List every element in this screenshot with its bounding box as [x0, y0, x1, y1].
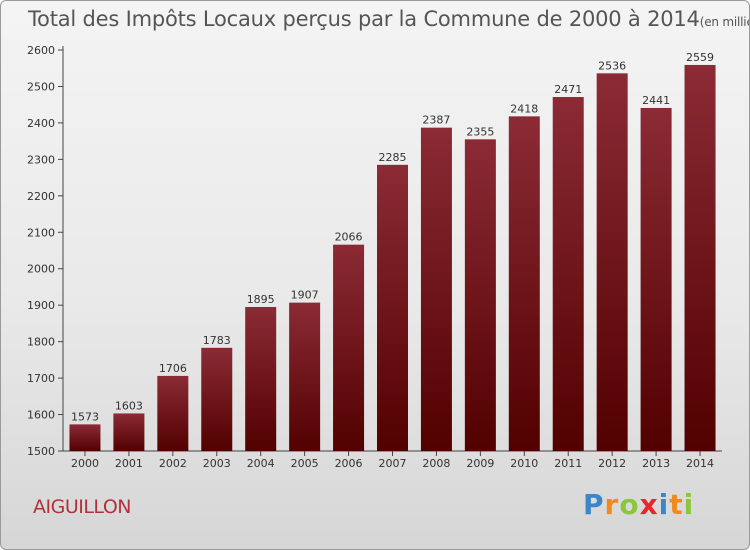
axes: 1500 1600 1700 1800 1900 2000 2100 2200 2300 2400…: [27, 44, 722, 470]
chart-subtitle: (en milliers d'€): [699, 15, 749, 29]
x-tick-label: 2001: [115, 457, 143, 470]
x-tick-label: 2008: [422, 457, 450, 470]
data-label: 2559: [686, 51, 714, 64]
data-label: 1907: [291, 289, 319, 302]
logo-letter: i: [683, 488, 695, 521]
data-label: 2355: [466, 125, 494, 138]
proxiti-logo: Proxiti: [583, 488, 694, 521]
logo-letter: x: [639, 488, 659, 521]
bar: [333, 244, 365, 451]
y-tick-label: 1600: [27, 409, 55, 422]
bar: [157, 375, 189, 451]
y-tick-label: 1500: [27, 445, 55, 458]
bar: [420, 127, 452, 451]
bar: [552, 97, 584, 451]
bar: [508, 116, 540, 451]
logo-letter: P: [583, 488, 605, 521]
logo-letter: t: [669, 488, 684, 521]
chart-title: Total des Impôts Locaux perçus par la Co…: [28, 7, 749, 31]
y-tick-label: 2500: [27, 80, 55, 93]
x-tick-label: 2007: [379, 457, 407, 470]
x-tick-label: 2009: [466, 457, 494, 470]
x-tick-label: 2012: [598, 457, 626, 470]
x-tick-label: 2003: [203, 457, 231, 470]
bar: [464, 139, 496, 451]
bar: [640, 107, 672, 451]
data-label: 2441: [642, 94, 670, 107]
x-tick-label: 2006: [335, 457, 363, 470]
data-label: 1573: [71, 410, 99, 423]
x-tick-label: 2005: [291, 457, 319, 470]
bar: [113, 413, 145, 451]
labels: 1573 1603 1706 1783 1895 1907 2066 2285 2387 2355…: [71, 51, 714, 423]
y-tick-label: 2400: [27, 117, 55, 130]
y-tick-label: 1800: [27, 336, 55, 349]
data-label: 2418: [510, 102, 538, 115]
logo-letter: i: [658, 488, 670, 521]
y-tick-label: 1700: [27, 372, 55, 385]
x-tick-label: 2000: [71, 457, 99, 470]
bar: [684, 64, 716, 452]
data-label: 2536: [598, 59, 626, 72]
bar: [245, 307, 277, 451]
y-tick-label: 2600: [27, 44, 55, 57]
bar: [289, 302, 321, 451]
x-tick-label: 2004: [247, 457, 275, 470]
data-label: 2471: [554, 83, 582, 96]
y-tick-label: 2100: [27, 226, 55, 239]
x-tick-label: 2011: [554, 457, 582, 470]
data-label: 2285: [379, 151, 407, 164]
logo-letter: r: [604, 488, 620, 521]
data-label: 1706: [159, 362, 187, 375]
data-label: 2387: [422, 114, 450, 127]
chart-title-text: Total des Impôts Locaux perçus par la Co…: [28, 7, 700, 31]
y-tick-label: 1900: [27, 299, 55, 312]
commune-name: AIGUILLON: [33, 496, 132, 518]
y-tick-label: 2200: [27, 190, 55, 203]
x-tick-label: 2014: [686, 457, 714, 470]
data-label: 1783: [203, 334, 231, 347]
data-label: 2066: [335, 231, 363, 244]
x-tick-label: 2010: [510, 457, 538, 470]
data-label: 1895: [247, 293, 275, 306]
data-label: 1603: [115, 399, 143, 412]
bar: [201, 347, 233, 451]
bar: [596, 73, 628, 452]
logo-letter: o: [619, 488, 640, 521]
x-tick-label: 2002: [159, 457, 187, 470]
bars: [69, 64, 716, 452]
bar: [69, 424, 101, 451]
bar: [377, 164, 408, 451]
x-tick-label: 2013: [642, 457, 670, 470]
y-tick-label: 2000: [27, 263, 55, 276]
y-tick-label: 2300: [27, 153, 55, 166]
